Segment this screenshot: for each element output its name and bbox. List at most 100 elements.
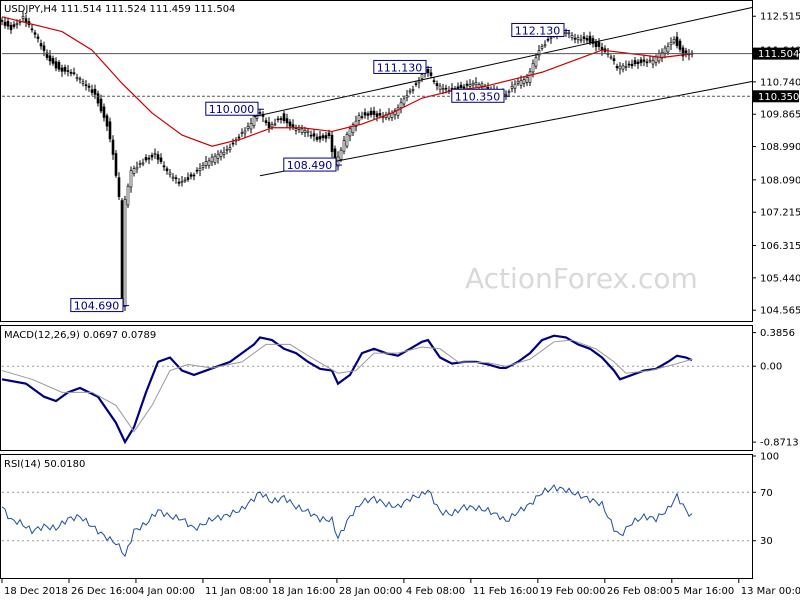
annotation-label: 110.350 (455, 90, 501, 103)
candle-body (270, 124, 274, 128)
price-plot: 104.690 110.000 108.490 111.130 110.350 112.1… (0, 7, 753, 313)
candle-body (159, 157, 163, 162)
candle-body (432, 80, 436, 82)
candle-body (315, 136, 319, 140)
candle-body (672, 39, 676, 43)
macd-y-axis: 0.3856 0.00 -0.8713 (752, 328, 799, 449)
candle-body (3, 21, 7, 26)
candle-body (429, 72, 433, 76)
candle-body (669, 42, 673, 46)
price-y-axis: 112.515111.640110.740109.865108.990108.0… (752, 12, 800, 317)
candle-body (621, 65, 625, 70)
candle-body (303, 130, 307, 133)
candle-body (69, 72, 73, 74)
candle-body (117, 177, 121, 197)
y-tick-label: 112.515 (760, 12, 800, 23)
candle-body (597, 41, 601, 47)
candle-body (570, 35, 574, 38)
macd-tick-label: -0.8713 (760, 438, 799, 449)
candle-body (168, 172, 172, 175)
candle-body (540, 46, 544, 49)
candle-body (111, 139, 115, 155)
candle-body (624, 65, 628, 68)
price-chart-title: USDJPY,H4 111.514 111.524 111.459 111.50… (4, 4, 235, 15)
candle-body (582, 36, 586, 40)
candle-body (114, 153, 118, 176)
candle-body (243, 130, 247, 134)
candle-body (141, 162, 145, 165)
macd-macd-line (1, 334, 693, 445)
candle-body (630, 63, 634, 67)
candle-body (84, 84, 88, 86)
candle-body (627, 63, 631, 66)
price-tag-bg (753, 47, 799, 60)
candle-body (309, 134, 313, 137)
candle-body (228, 147, 232, 151)
y-tick-label: 104.565 (760, 306, 800, 317)
annotation-label: 108.490 (287, 159, 333, 172)
candle-body (651, 60, 655, 65)
candle-body (6, 21, 10, 27)
candle-body (120, 200, 124, 306)
candle-body (102, 106, 106, 118)
candle-body (393, 110, 397, 116)
candle-body (216, 153, 220, 159)
candle-body (285, 118, 289, 124)
macd-plot (1, 334, 752, 445)
candle-body (579, 39, 583, 41)
candle-body (420, 74, 424, 79)
candle-body (519, 80, 523, 86)
candle-body (33, 32, 37, 35)
candle-body (348, 128, 352, 137)
candle-body (189, 174, 193, 177)
candle-body (321, 135, 325, 138)
candle-body (465, 83, 469, 86)
candle-body (534, 57, 538, 67)
candle-body (219, 151, 223, 157)
candle-body (435, 83, 439, 86)
candle-body (252, 115, 256, 126)
candle-body (222, 151, 226, 155)
candle-body (54, 61, 58, 69)
candle-body (135, 166, 139, 170)
candle-body (96, 93, 100, 104)
candle-body (459, 84, 463, 88)
candle-body (504, 93, 508, 96)
rsi-title: RSI(14) 50.0180 (4, 459, 85, 470)
candle-body (12, 24, 16, 27)
y-tick-label: 108.990 (760, 142, 800, 153)
candle-body (60, 67, 64, 72)
candle-body (408, 90, 412, 93)
candle-body (609, 56, 613, 59)
candle-body (81, 81, 85, 84)
candle-body (330, 134, 334, 152)
trendline (253, 7, 753, 118)
candle-body (531, 62, 535, 73)
candle-body (99, 98, 103, 112)
candle-body (663, 47, 667, 54)
candle-body (210, 156, 214, 163)
time-axis: 18 Dec 2018 26 Dec 16:00 4 Jan 00:00 11 Jan… (1, 578, 800, 597)
candle-body (546, 38, 550, 41)
macd-title: MACD(12,26,9) 0.0697 0.0789 (4, 330, 156, 341)
candle-body (273, 123, 277, 126)
candle-body (336, 156, 340, 167)
candle-body (345, 134, 349, 147)
candle-body (513, 83, 517, 89)
candle-body (369, 110, 373, 115)
x-tick-label: 28 Jan 00:00 (339, 586, 402, 597)
candle-body (201, 164, 205, 168)
rsi-pane (0, 454, 753, 579)
candle-body (207, 160, 211, 166)
candle-body (312, 133, 316, 137)
rsi-tick-label: 100 (760, 452, 779, 463)
y-tick-label: 107.215 (760, 208, 800, 219)
candle-body (654, 56, 658, 63)
annotation-label: 110.000 (209, 103, 255, 116)
candle-body (480, 83, 484, 87)
candle-body (648, 59, 652, 62)
candle-body (150, 154, 154, 158)
rsi-line (1, 484, 693, 558)
rsi-tick-label: 70 (760, 488, 773, 499)
x-tick-label: 26 Dec 16:00 (71, 586, 138, 597)
